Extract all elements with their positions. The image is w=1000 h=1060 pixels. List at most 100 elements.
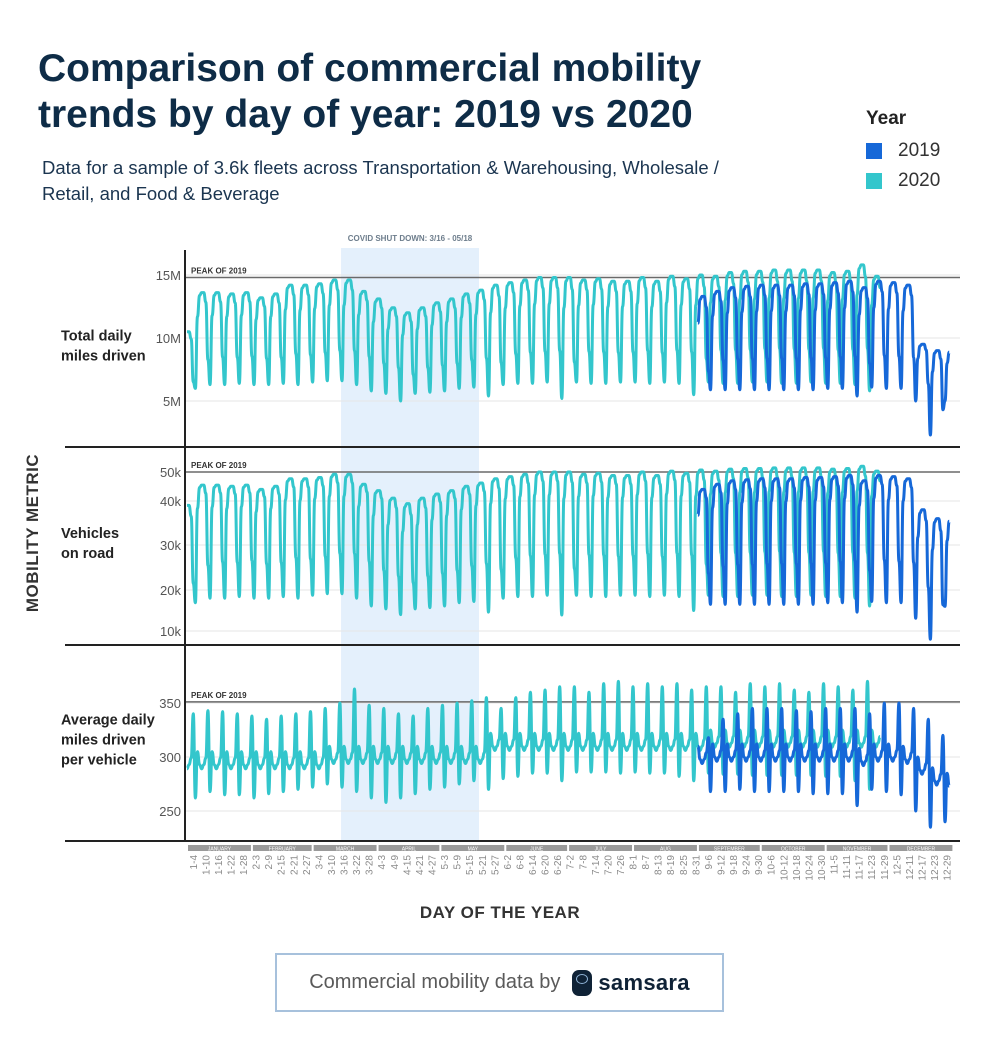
brand-name: samsara: [598, 969, 690, 995]
panel-label-line: Vehicles: [61, 526, 119, 542]
x-tick-label: 1-10: [201, 855, 212, 875]
x-tick-label: 10-18: [792, 855, 803, 881]
y-tick-label: 350: [159, 696, 181, 711]
x-tick-label: 3-16: [340, 855, 351, 875]
x-tick-label: 10-6: [767, 855, 778, 875]
panel-label-line: on road: [61, 546, 114, 562]
legend-item-2020: 2020: [866, 166, 940, 196]
x-tick-label: 8-31: [691, 855, 702, 875]
chart-subtitle: Data for a sample of 3.6k fleets across …: [42, 157, 719, 204]
x-tick-label: 12-17: [917, 855, 928, 881]
legend-swatch-2020: [866, 173, 882, 189]
y-tick-label: 10k: [160, 624, 181, 639]
month-band: [698, 845, 760, 851]
legend-item-2019: 2019: [866, 136, 940, 166]
month-label: AUG: [660, 847, 671, 853]
month-band: [569, 845, 633, 851]
x-tick-label: 4-3: [377, 855, 388, 870]
x-tick-label: 11-17: [855, 855, 866, 880]
x-tick-label: 5-21: [478, 855, 489, 875]
y-tick-label: 40k: [160, 494, 181, 509]
x-tick-label: 11-23: [867, 855, 878, 880]
x-tick-label: 8-13: [654, 855, 665, 875]
x-tick-label: 2-27: [302, 855, 313, 875]
month-label: SEPTEMBER: [714, 847, 745, 853]
x-tick-label: 1-28: [239, 855, 250, 875]
panel-label: Vehicles on road: [61, 526, 119, 562]
panel-label-line: Average daily: [61, 713, 155, 729]
x-tick-label: 11-5: [830, 855, 841, 875]
month-label: OCTOBER: [781, 847, 806, 853]
x-tick-label: 10-24: [804, 855, 815, 881]
month-label: MAY: [468, 847, 479, 853]
x-tick-label: 10-12: [779, 855, 790, 881]
owl-logo-icon: [572, 969, 593, 996]
x-tick-label: 4-9: [390, 855, 401, 870]
peak-2019-label: PEAK OF 2019: [191, 267, 247, 276]
x-tick-label: 6-8: [515, 855, 526, 870]
x-tick-label: 7-26: [616, 855, 627, 875]
legend-title: Year: [866, 108, 907, 129]
x-tick-label: 12-29: [943, 855, 954, 881]
x-tick-label: 2-9: [264, 855, 275, 870]
month-band: [378, 845, 440, 851]
x-tick-label: 4-27: [427, 855, 438, 875]
x-tick-label: 7-14: [591, 855, 602, 875]
x-tick-label: 10-30: [817, 855, 828, 881]
x-tick-label: 6-2: [503, 855, 514, 870]
peak-2019-label: PEAK OF 2019: [191, 691, 247, 700]
x-tick-label: 7-8: [578, 855, 589, 870]
month-band: [252, 845, 312, 851]
x-tick-label: 9-12: [716, 855, 727, 875]
footer-text: Commercial mobility data by: [309, 971, 561, 993]
x-tick-label: 8-19: [666, 855, 677, 875]
y-axis-title: MOBILITY METRIC: [23, 454, 42, 612]
x-tick-label: 5-9: [453, 855, 464, 870]
x-tick-label: 12-23: [930, 855, 941, 881]
y-tick-label: 10M: [156, 331, 181, 346]
x-tick-label: 9-24: [742, 855, 753, 875]
x-tick-label: 1-16: [214, 855, 225, 875]
x-tick-label: 9-6: [704, 855, 715, 870]
x-tick-label: 8-25: [679, 855, 690, 875]
x-tick-label: 9-18: [729, 855, 740, 875]
x-tick-label: 2-21: [289, 855, 300, 875]
x-tick-label: 3-10: [327, 855, 338, 875]
month-label: DECEMBER: [907, 847, 936, 853]
footer-attribution: Commercial mobility data by samsara: [275, 953, 724, 1012]
x-tick-label: 7-20: [603, 855, 614, 875]
month-band: [441, 845, 505, 851]
x-axis-title: DAY OF THE YEAR: [420, 903, 580, 922]
x-tick-label: 5-3: [440, 855, 451, 870]
x-tick-label: 2-3: [252, 855, 263, 870]
x-tick-label: 5-27: [490, 855, 501, 875]
panel-label-line: miles driven: [61, 733, 146, 749]
series-line-2020-panel-2: [187, 464, 882, 617]
x-tick-label: 7-2: [566, 855, 577, 870]
month-band: [188, 845, 251, 851]
panel-label: Average daily miles driven per vehicle: [61, 713, 155, 769]
y-tick-label: 20k: [160, 583, 181, 598]
y-tick-label: 300: [159, 750, 181, 765]
x-tick-label: 2-15: [277, 855, 288, 875]
legend-label-2020: 2020: [898, 170, 941, 191]
month-label: MARCH: [336, 847, 355, 853]
x-tick-label: 4-21: [415, 855, 426, 875]
x-tick-label: 11-29: [880, 855, 891, 880]
x-tick-label: 1-4: [189, 855, 200, 870]
x-tick-label: 3-28: [365, 855, 376, 875]
x-tick-label: 12-5: [892, 855, 903, 875]
month-band: [889, 845, 953, 851]
x-tick-label: 1-22: [226, 855, 237, 875]
x-tick-label: 3-4: [314, 855, 325, 870]
samsara-logo: samsara: [572, 969, 690, 996]
month-band: [634, 845, 697, 851]
y-tick-label: 30k: [160, 538, 181, 553]
covid-shutdown-label: COVID SHUT DOWN: 3/16 - 05/18: [348, 234, 473, 243]
month-label: JUNE: [530, 847, 544, 853]
month-band: [506, 845, 568, 851]
series-line-2019-panel-2: [696, 473, 951, 641]
x-tick-label: 4-15: [402, 855, 413, 875]
x-tick-label: 3-22: [352, 855, 363, 875]
